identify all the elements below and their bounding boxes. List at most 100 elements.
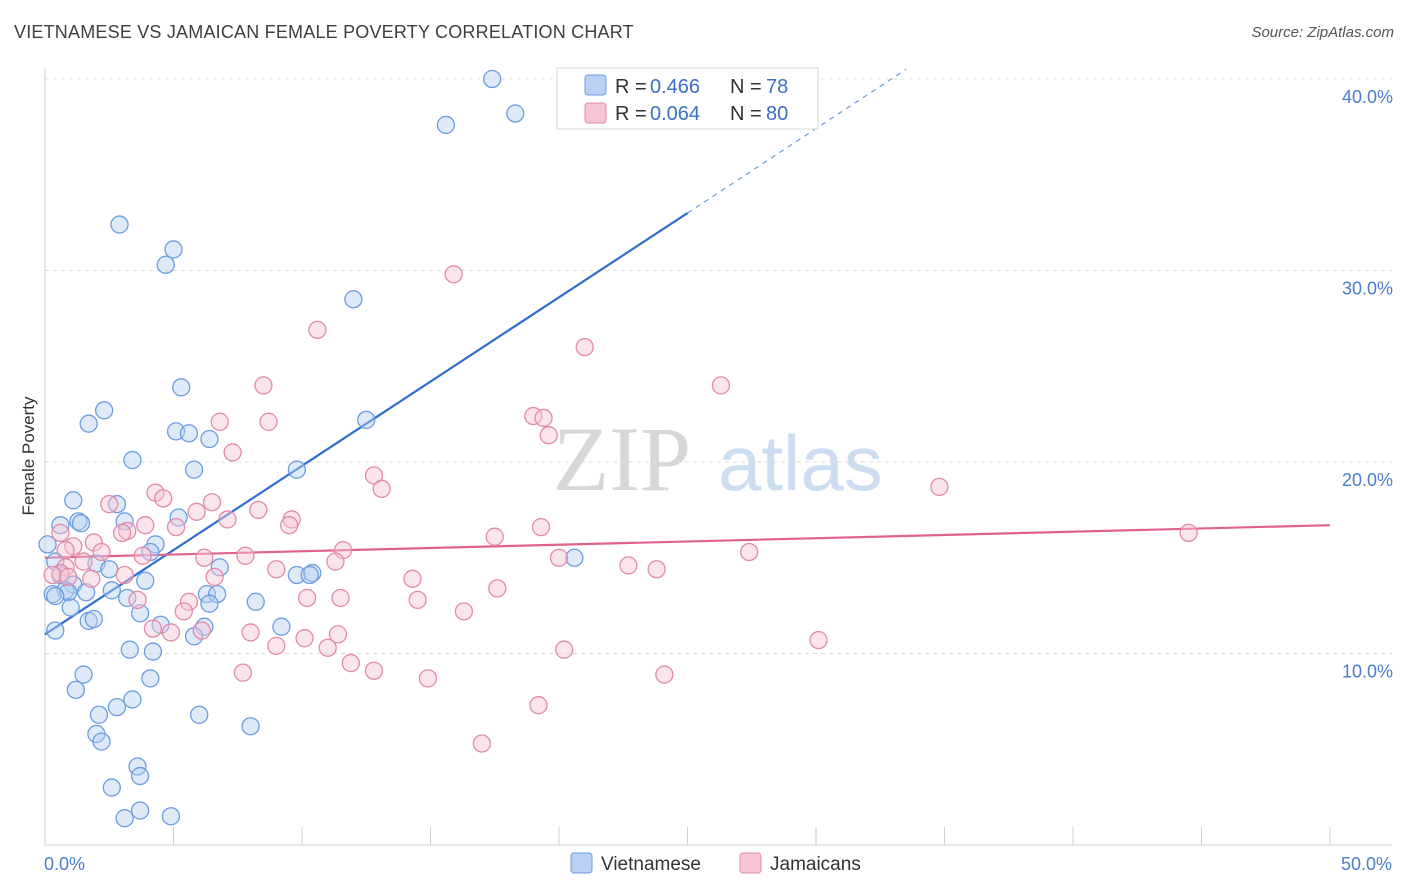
- jamaicans-point-72: [341, 653, 360, 673]
- gridlines: [45, 78, 1392, 654]
- jamaicans-point-2: [575, 337, 594, 357]
- vietnamese-point-63: [123, 690, 142, 709]
- y-axis-label: Female Poverty: [19, 396, 38, 516]
- vietnamese-point-65: [89, 705, 109, 724]
- chart-title: VIETNAMESE VS JAMAICAN FEMALE POVERTY CO…: [14, 22, 634, 42]
- vietnamese-point-52: [84, 609, 103, 629]
- jamaicans-point-38: [549, 548, 569, 567]
- jamaicans-point-8: [259, 412, 278, 431]
- jamaicans-point-15: [154, 489, 173, 508]
- jamaicans-point-69: [267, 636, 286, 655]
- vietnamese-point-42: [76, 583, 96, 602]
- vietnamese-point-6: [344, 290, 363, 309]
- y-tick-label-40: 40.0%: [1342, 87, 1393, 107]
- jamaicans-point-51: [82, 569, 101, 588]
- vietnamese-point-4: [164, 240, 183, 259]
- jamaicans-point-52: [403, 569, 422, 588]
- legend-top: R = 0.466 N = 78 R = 0.064 N = 80: [556, 67, 819, 130]
- vietnamese-point-11: [179, 424, 199, 443]
- vietnamese-point-17: [64, 491, 83, 510]
- vietnamese-point-66: [190, 705, 209, 724]
- vietnamese-point-62: [66, 680, 85, 700]
- vietnamese-point-74: [115, 809, 134, 828]
- jamaicans-point-75: [418, 669, 438, 688]
- jamaicans-point-60: [454, 602, 474, 621]
- jamaicans-point-4: [711, 376, 731, 395]
- jamaicans-point-40: [195, 548, 214, 567]
- jamaicans-point-31: [84, 533, 103, 552]
- jamaicans-point-50: [58, 567, 78, 587]
- vietnamese-point-2: [436, 115, 456, 135]
- jamaicans-point-13: [930, 477, 949, 497]
- jamaicans-point-26: [51, 523, 70, 543]
- y-tick-label-20: 20.0%: [1342, 470, 1393, 490]
- vietnamese-point-50: [130, 604, 150, 623]
- jamaicans-point-6: [534, 408, 553, 428]
- vietnamese-point-41: [46, 586, 65, 606]
- x-tick-label-min: 0.0%: [44, 854, 85, 874]
- jamaicans-point-10: [223, 443, 242, 462]
- jamaicans-point-23: [136, 516, 155, 535]
- trend-lines: [44, 68, 1331, 636]
- jamaicans-point-78: [472, 734, 492, 753]
- vietnamese-point-29: [100, 560, 119, 579]
- jamaicans-point-22: [279, 516, 299, 535]
- jamaicans-point-65: [328, 625, 348, 644]
- data-points: [38, 69, 1198, 828]
- vietnamese-point-22: [51, 516, 70, 535]
- bottom-legend-label-jamaicans: Jamaicans: [770, 854, 861, 875]
- y-tick-label-30: 30.0%: [1342, 279, 1393, 299]
- jamaicans-point-34: [92, 542, 111, 562]
- vietnamese-point-35: [300, 565, 319, 585]
- vietnamese-point-34: [303, 563, 322, 583]
- vietnamese-point-33: [287, 565, 307, 585]
- jamaicans-point-41: [326, 552, 345, 571]
- jamaicans-point-57: [408, 590, 427, 610]
- vietnamese-point-56: [272, 617, 291, 636]
- jamaicans-point-70: [192, 621, 211, 640]
- jamaicans-point-73: [364, 661, 384, 680]
- vietnamese-point-15: [184, 460, 204, 479]
- vietnamese-point-8: [94, 401, 114, 420]
- legend-r-value-1: 0.466: [650, 76, 700, 98]
- jamaicans-point-16: [202, 493, 222, 512]
- vietnamese-point-47: [246, 592, 265, 611]
- vietnamese-point-49: [200, 594, 219, 613]
- jamaicans-point-63: [161, 623, 181, 642]
- jamaicans-point-19: [249, 500, 268, 520]
- vietnamese-point-48: [61, 598, 80, 617]
- jamaicans-point-24: [531, 517, 551, 537]
- vietnamese-point-9: [79, 414, 98, 433]
- vietnamese-point-55: [46, 621, 65, 640]
- vietnamese-point-0: [483, 69, 502, 89]
- vietnamese-point-73: [130, 801, 150, 820]
- trend-line-1: [44, 524, 1331, 559]
- y-tick-label-10: 10.0%: [1342, 662, 1393, 682]
- legend-n-label-2: N =: [730, 103, 762, 125]
- vietnamese-point-24: [38, 535, 57, 554]
- vietnamese-point-67: [241, 717, 260, 736]
- jamaicans-point-74: [233, 663, 253, 682]
- jamaicans-point-46: [647, 560, 666, 579]
- vietnamese-point-5: [156, 255, 175, 274]
- jamaicans-point-30: [1179, 523, 1198, 543]
- jamaicans-point-42: [74, 552, 93, 571]
- vietnamese-point-60: [74, 665, 93, 684]
- jamaicans-point-7: [210, 412, 229, 431]
- vietnamese-point-21: [71, 514, 91, 533]
- watermark-zip: ZIP: [553, 408, 691, 510]
- jamaicans-point-64: [241, 623, 260, 642]
- vietnamese-point-72: [102, 778, 121, 797]
- jamaicans-point-28: [112, 523, 132, 543]
- vietnamese-point-40: [43, 584, 62, 604]
- jamaicans-point-20: [218, 510, 237, 529]
- vietnamese-point-16: [287, 460, 307, 479]
- jamaicans-point-76: [655, 665, 674, 684]
- jamaicans-point-49: [115, 565, 134, 585]
- jamaicans-point-59: [179, 592, 199, 611]
- vietnamese-point-27: [46, 552, 65, 571]
- jamaicans-point-77: [529, 696, 548, 715]
- jamaicans-point-66: [295, 629, 314, 648]
- jamaicans-point-55: [331, 588, 350, 608]
